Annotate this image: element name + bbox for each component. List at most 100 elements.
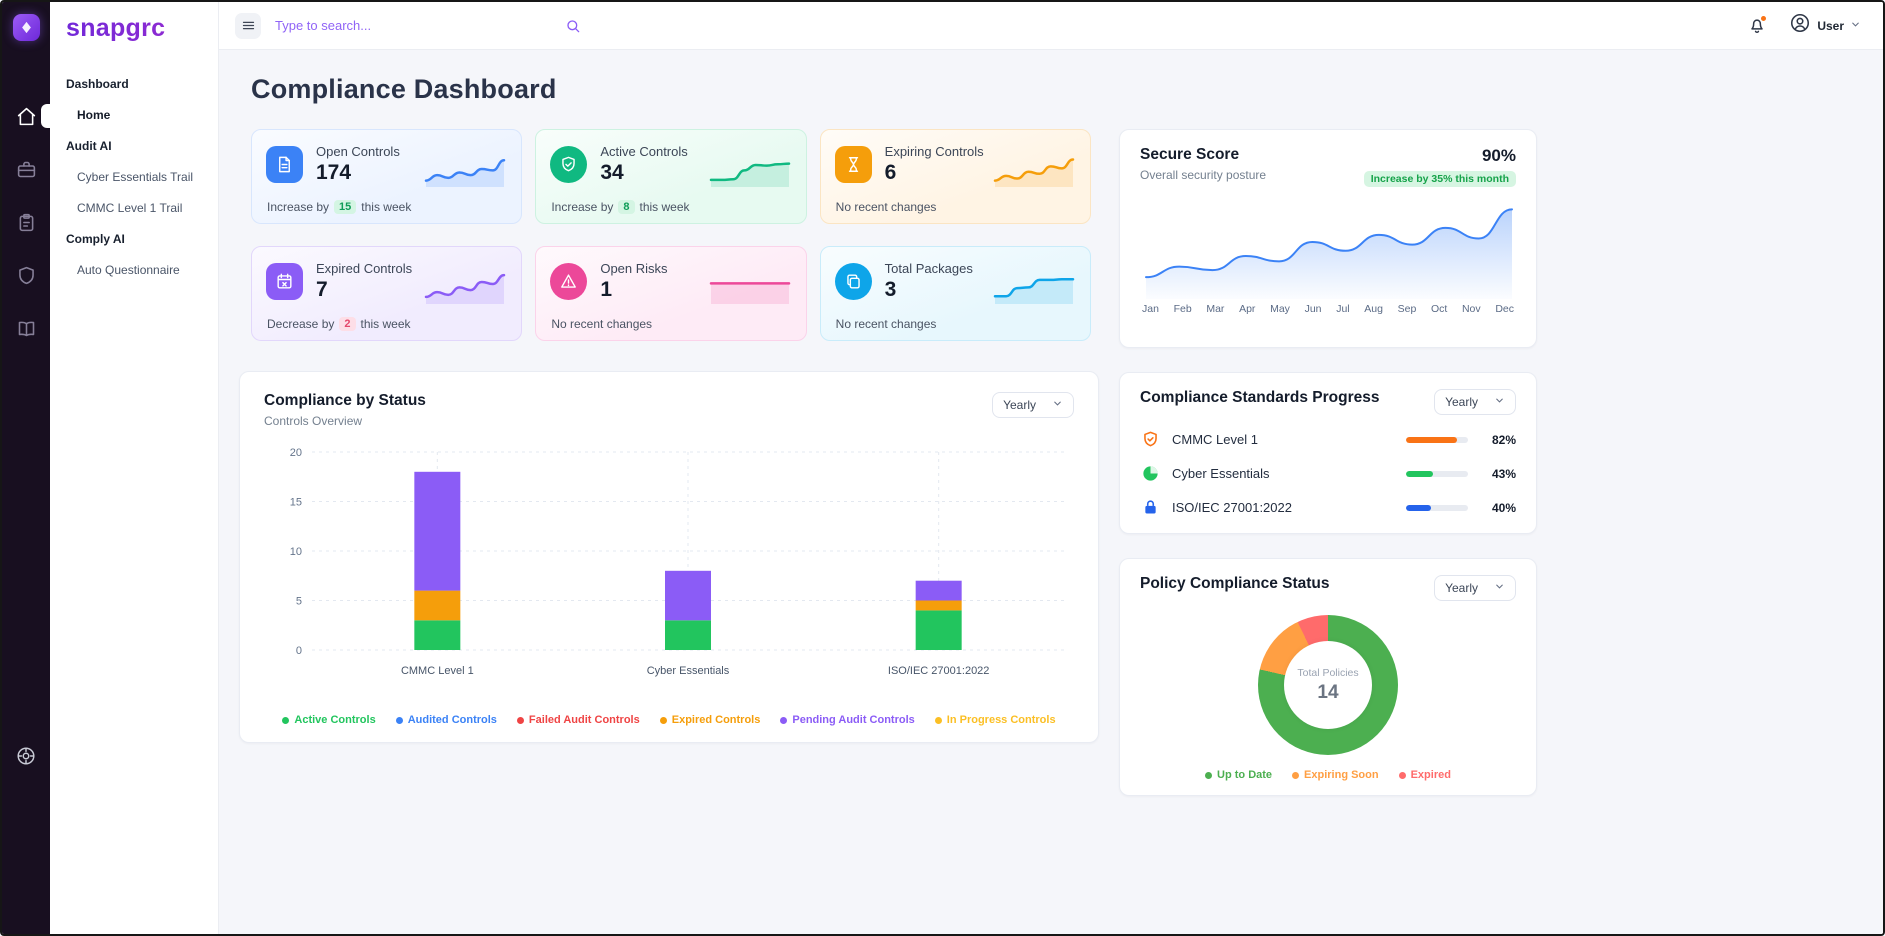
chevron-down-icon bbox=[1052, 398, 1063, 412]
period-dropdown[interactable]: Yearly bbox=[1434, 575, 1516, 601]
menu-toggle-button[interactable] bbox=[235, 12, 261, 39]
stat-label: Total Packages bbox=[884, 261, 973, 276]
stat-card-expired-controls[interactable]: Expired Controls 7 Decrease by 2 this we… bbox=[251, 246, 523, 341]
period-dropdown[interactable]: Yearly bbox=[1434, 389, 1516, 415]
stat-label: Open Controls bbox=[316, 144, 400, 159]
svg-text:20: 20 bbox=[290, 447, 302, 459]
stat-card-open-controls[interactable]: Open Controls 174 Increase by 15 this we… bbox=[251, 129, 523, 224]
sparkline-chart bbox=[425, 158, 506, 187]
legend-dot bbox=[934, 716, 942, 724]
svg-text:0: 0 bbox=[296, 645, 302, 657]
month-axis: Jan Feb Mar Apr May Jun Jul Aug Sep Oct Nov Dec bbox=[1140, 301, 1516, 315]
briefcase-icon[interactable] bbox=[15, 158, 37, 180]
standard-label: ISO/IEC 27001:2022 bbox=[1172, 500, 1292, 515]
secure-score-card: Secure Score Overall security posture 90… bbox=[1119, 129, 1537, 348]
home-icon[interactable] bbox=[15, 104, 50, 128]
card-subtitle: Overall security posture bbox=[1140, 168, 1267, 182]
sparkline-chart bbox=[425, 273, 506, 304]
stat-change: Increase by 8 this week bbox=[551, 200, 690, 214]
policy-compliance-card: Policy Compliance Status Yearly Total Po… bbox=[1119, 558, 1537, 796]
legend-dot bbox=[659, 716, 667, 724]
stat-card-total-packages[interactable]: Total Packages 3 No recent changes bbox=[819, 246, 1091, 341]
brand-mark-icon[interactable] bbox=[12, 14, 40, 41]
brand-logo: snapgrc bbox=[50, 14, 218, 43]
donut-center: Total Policies 14 bbox=[1284, 641, 1372, 729]
sidebar-item-home[interactable]: Home bbox=[77, 108, 111, 122]
clipboard-icon[interactable] bbox=[15, 211, 37, 233]
change-text: Increase by bbox=[267, 200, 330, 214]
stat-value: 6 bbox=[884, 161, 897, 184]
book-icon[interactable] bbox=[15, 317, 37, 339]
shield-check-icon bbox=[550, 146, 588, 183]
chart-subtitle: Controls Overview bbox=[264, 414, 363, 428]
legend-item[interactable]: Failed Audit Controls bbox=[516, 714, 640, 726]
settings-icon[interactable] bbox=[15, 745, 37, 772]
chart-title: Compliance by Status bbox=[264, 392, 426, 409]
dropdown-value: Yearly bbox=[1445, 581, 1478, 595]
legend-dot bbox=[282, 716, 290, 724]
legend-label: Failed Audit Controls bbox=[528, 714, 640, 726]
change-text: Decrease by bbox=[267, 317, 335, 331]
chevron-down-icon bbox=[1850, 17, 1861, 35]
stacked-bar-chart: 0 5 10 15 20 CMMC Level 1 Cyber Essentials ISO/… bbox=[290, 447, 1064, 677]
shield-icon[interactable] bbox=[15, 264, 37, 286]
alert-triangle-icon bbox=[550, 263, 588, 300]
sidebar-item-cmmc-level-1-trail[interactable]: CMMC Level 1 Trail bbox=[77, 201, 183, 215]
period-dropdown[interactable]: Yearly bbox=[992, 392, 1074, 418]
legend-item[interactable]: Expired Controls bbox=[659, 714, 760, 726]
standard-percent: 82% bbox=[1491, 432, 1516, 447]
legend-item[interactable]: In Progress Controls bbox=[934, 714, 1056, 726]
standard-label: CMMC Level 1 bbox=[1172, 432, 1258, 447]
legend-item[interactable]: Active Controls bbox=[282, 714, 376, 726]
sparkline-chart bbox=[709, 282, 790, 304]
stat-label: Open Risks bbox=[600, 261, 668, 276]
stat-change: No recent changes bbox=[551, 317, 657, 331]
user-menu[interactable]: User bbox=[1789, 12, 1861, 39]
dropdown-value: Yearly bbox=[1003, 398, 1036, 412]
change-text: this week bbox=[360, 317, 411, 331]
nav-section-dashboard: Dashboard bbox=[66, 77, 129, 91]
legend-item[interactable]: Audited Controls bbox=[395, 714, 497, 726]
card-title: Secure Score bbox=[1140, 146, 1240, 163]
nav-section-audit-ai: Audit AI bbox=[66, 139, 112, 153]
progress-bar bbox=[1406, 470, 1468, 477]
icon-rail bbox=[2, 2, 50, 934]
change-text: this week bbox=[639, 200, 690, 214]
sidebar: snapgrc Dashboard Home Audit AI Cyber Es… bbox=[50, 2, 219, 934]
secure-score-chart bbox=[1145, 208, 1513, 299]
stat-card-active-controls[interactable]: Active Controls 34 Increase by 8 this we… bbox=[535, 129, 807, 224]
topbar: User bbox=[219, 2, 1883, 50]
compliance-by-status-card: Compliance by Status Controls Overview Y… bbox=[239, 371, 1099, 743]
stat-value: 34 bbox=[600, 161, 624, 184]
search-input[interactable] bbox=[275, 18, 555, 33]
dropdown-value: Yearly bbox=[1445, 395, 1478, 409]
legend-item[interactable]: Up to Date bbox=[1205, 769, 1272, 781]
svg-text:15: 15 bbox=[290, 497, 302, 509]
search-icon[interactable] bbox=[565, 18, 581, 34]
donut-center-value: 14 bbox=[1317, 681, 1339, 703]
calendar-x-icon bbox=[266, 263, 303, 300]
stat-card-expiring-controls[interactable]: Expiring Controls 6 No recent changes bbox=[819, 129, 1091, 224]
month-label: Feb bbox=[1173, 303, 1192, 315]
month-label: Mar bbox=[1206, 303, 1225, 315]
stat-card-open-risks[interactable]: Open Risks 1 No recent changes bbox=[535, 246, 807, 341]
sidebar-item-cyber-essentials-trail[interactable]: Cyber Essentials Trail bbox=[77, 170, 194, 184]
rail-nav bbox=[15, 104, 50, 339]
notifications-bell-icon[interactable] bbox=[1747, 14, 1768, 36]
legend-item[interactable]: Pending Audit Controls bbox=[780, 714, 915, 726]
sparkline-chart bbox=[709, 162, 790, 187]
legend-item[interactable]: Expired bbox=[1398, 769, 1451, 781]
sidebar-item-auto-questionnaire[interactable]: Auto Questionnaire bbox=[77, 263, 180, 277]
legend-dot bbox=[1292, 771, 1300, 779]
standard-label: Cyber Essentials bbox=[1172, 466, 1270, 481]
progress-bar bbox=[1406, 504, 1468, 511]
legend-dot bbox=[1205, 771, 1213, 779]
legend-label: Active Controls bbox=[294, 714, 376, 726]
stat-change: Decrease by 2 this week bbox=[267, 317, 411, 331]
legend-item[interactable]: Expiring Soon bbox=[1292, 769, 1379, 781]
notification-dot bbox=[1760, 14, 1768, 22]
chevron-down-icon bbox=[1494, 395, 1505, 409]
hourglass-icon bbox=[834, 146, 872, 183]
secure-score-value: 90% bbox=[1481, 146, 1516, 165]
standard-percent: 40% bbox=[1491, 500, 1516, 515]
